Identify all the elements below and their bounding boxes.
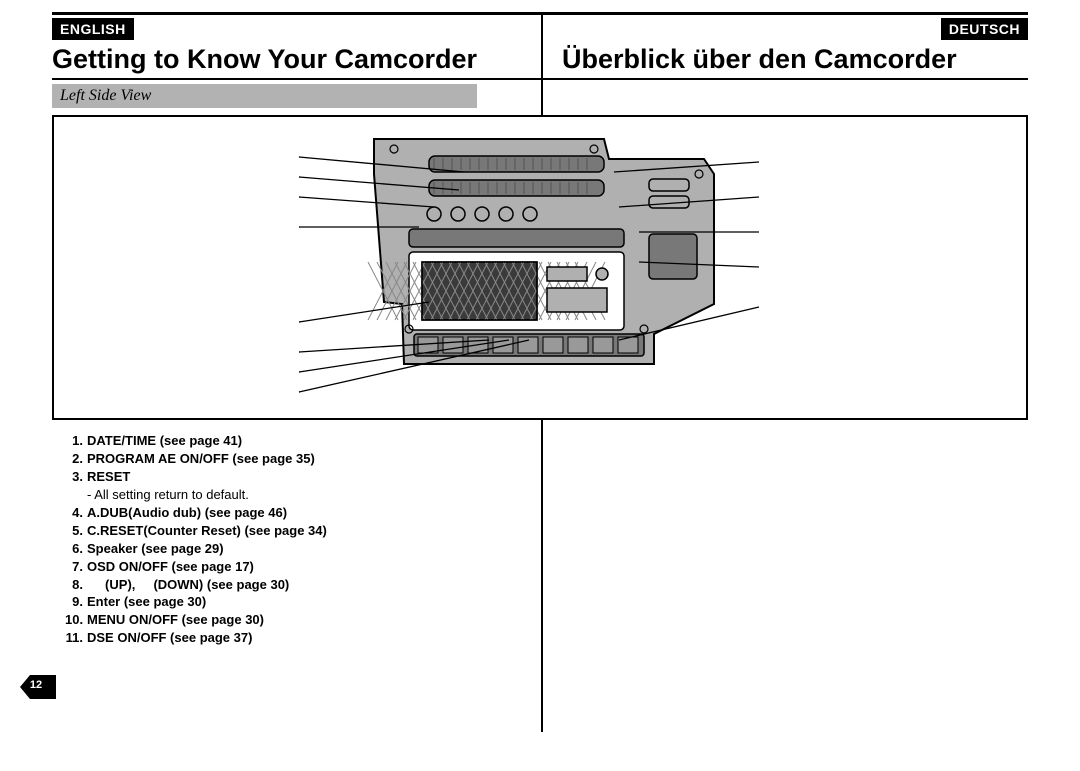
- page-number: 12: [24, 679, 48, 691]
- camcorder-left-side-diagram: [184, 122, 884, 415]
- diagram-container: [52, 115, 1028, 420]
- language-badge-english: ENGLISH: [52, 18, 134, 40]
- feature-item: 6.Speaker (see page 29): [65, 540, 505, 558]
- feature-item: 3.RESET: [65, 468, 505, 486]
- title-rule-left: [52, 78, 541, 80]
- subheader-left-side-view: Left Side View: [52, 84, 477, 108]
- feature-item: 7.OSD ON/OFF (see page 17): [65, 558, 505, 576]
- feature-item: 9.Enter (see page 30): [65, 593, 505, 611]
- feature-item: 11.DSE ON/OFF (see page 37): [65, 629, 505, 647]
- section-title-german: Überblick über den Camcorder: [562, 44, 957, 75]
- title-rule-right: [543, 78, 1028, 80]
- feature-item: 1.DATE/TIME (see page 41): [65, 432, 505, 450]
- feature-item: - All setting return to default.: [65, 486, 505, 504]
- feature-list: 1.DATE/TIME (see page 41)2.PROGRAM AE ON…: [65, 432, 505, 647]
- feature-item: 2.PROGRAM AE ON/OFF (see page 35): [65, 450, 505, 468]
- language-badge-deutsch: DEUTSCH: [941, 18, 1028, 40]
- feature-item: 4.A.DUB(Audio dub) (see page 46): [65, 504, 505, 522]
- feature-item: 10.MENU ON/OFF (see page 30): [65, 611, 505, 629]
- feature-item: 8. (UP), (DOWN) (see page 30): [65, 576, 505, 594]
- feature-item: 5.C.RESET(Counter Reset) (see page 34): [65, 522, 505, 540]
- section-title-english: Getting to Know Your Camcorder: [52, 44, 477, 75]
- top-rule: [52, 12, 1028, 15]
